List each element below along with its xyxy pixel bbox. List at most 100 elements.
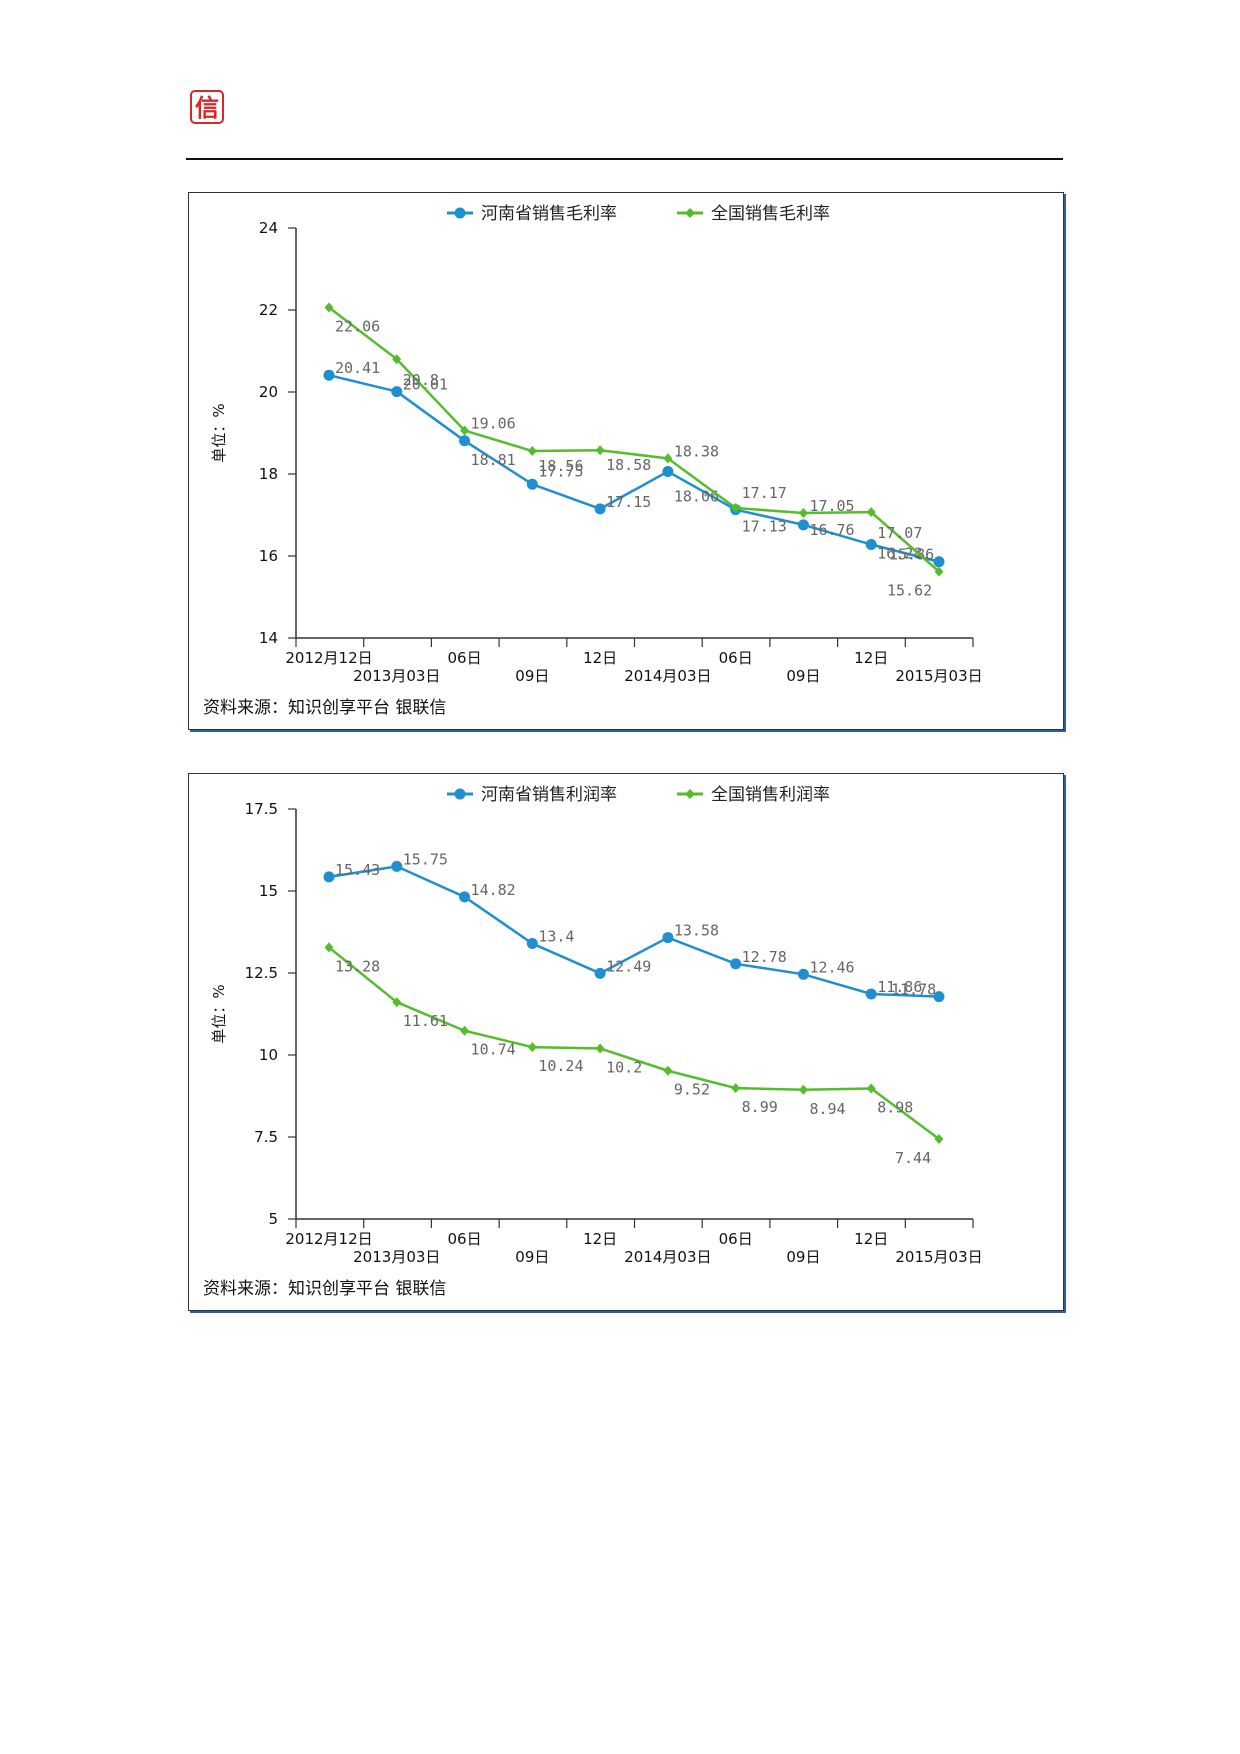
data-point [934, 1133, 944, 1144]
data-label: 16.28 [877, 545, 922, 563]
x-tick-label: 2015月03日 [895, 1248, 982, 1266]
data-label: 17.13 [742, 518, 787, 536]
data-point [797, 519, 809, 531]
data-label: 14.82 [471, 881, 516, 899]
data-point [662, 932, 674, 944]
data-label: 20.01 [403, 376, 448, 394]
data-label: 15.86 [889, 546, 934, 564]
source-note: 资料来源：知识创享平台 银联信 [203, 698, 446, 718]
data-label: 10.2 [606, 1058, 642, 1076]
y-axis-label: 单位：% [210, 984, 228, 1043]
x-tick-label: 12日 [583, 649, 617, 667]
gross-margin-chart-panel: 24 22 20 18 16 14 单位：% 2012月12日 2013月03日 06日 09日 12… [188, 192, 1064, 730]
y-tick-label: 24 [259, 219, 278, 237]
y-tick-label: 15 [259, 882, 278, 900]
data-label: 18.38 [674, 442, 719, 460]
data-point [324, 302, 334, 313]
data-point [933, 991, 945, 1003]
data-point [595, 445, 605, 456]
data-point [392, 354, 402, 365]
data-point [392, 997, 402, 1008]
legend-label: 河南省销售利润率 [481, 785, 617, 805]
legend-label: 全国销售毛利率 [711, 204, 830, 224]
data-point [730, 958, 742, 970]
source-note: 资料来源：知识创享平台 银联信 [203, 1279, 446, 1299]
data-label: 22.06 [335, 318, 380, 336]
data-label: 18.58 [606, 456, 651, 474]
x-tick-label: 09日 [786, 667, 820, 685]
x-tick-label: 09日 [786, 1248, 820, 1266]
series-line [328, 946, 940, 1140]
data-label: 10.24 [538, 1057, 583, 1075]
data-point [527, 1042, 537, 1053]
data-label: 12.49 [606, 957, 651, 975]
data-point [594, 503, 606, 515]
data-label: 8.94 [809, 1100, 845, 1118]
x-tick-label: 12日 [854, 1230, 888, 1248]
data-point [865, 539, 877, 551]
y-tick-label: 10 [259, 1046, 278, 1064]
data-point [459, 891, 471, 903]
data-point [460, 425, 470, 436]
x-tick-label: 2012月12日 [285, 649, 372, 667]
data-point [459, 435, 471, 447]
logo-glyph: 信 [195, 94, 219, 122]
x-tick-label: 06日 [719, 1230, 753, 1248]
data-point [391, 860, 403, 872]
data-label: 17.07 [877, 524, 922, 542]
data-label: 8.99 [742, 1098, 778, 1116]
data-point [798, 1084, 808, 1095]
data-point [595, 1043, 605, 1054]
data-label: 16.76 [809, 521, 854, 539]
data-point [391, 386, 403, 398]
data-label: 18.56 [538, 457, 583, 475]
x-tick-label: 12日 [854, 649, 888, 667]
y-tick-label: 14 [259, 629, 278, 647]
profit-margin-chart-panel: 17.5 15 12.5 10 7.5 5 单位：% 2012月12日 2013月03日 06日 0… [188, 773, 1064, 1311]
data-label: 7.44 [895, 1149, 931, 1167]
legend-marker [685, 789, 695, 799]
y-tick-label: 22 [259, 301, 278, 319]
series-line [328, 865, 940, 998]
y-tick-label: 7.5 [254, 1128, 278, 1146]
x-tick-label: 12日 [583, 1230, 617, 1248]
data-label: 17.05 [809, 497, 854, 515]
data-point [865, 988, 877, 1000]
data-point [933, 556, 945, 568]
y-tick-label: 20 [259, 383, 278, 401]
data-label: 18.06 [674, 488, 719, 506]
data-label: 13.4 [538, 927, 574, 945]
data-label: 11.78 [891, 981, 936, 999]
data-point [662, 466, 674, 478]
data-point [731, 1083, 741, 1094]
x-tick-label: 06日 [448, 649, 482, 667]
series-line [328, 373, 940, 563]
x-tick-label: 09日 [515, 1248, 549, 1266]
data-label: 15.43 [335, 861, 380, 879]
data-point [866, 1083, 876, 1094]
data-point [663, 1065, 673, 1076]
x-tick-label: 2014月03日 [624, 1248, 711, 1266]
y-tick-label: 12.5 [245, 964, 278, 982]
data-point [323, 369, 335, 381]
header-rule [186, 158, 1063, 160]
data-label: 15.75 [403, 850, 448, 868]
data-label: 17.75 [538, 462, 583, 480]
data-point [797, 968, 809, 980]
data-label: 10.74 [471, 1041, 516, 1059]
y-tick-label: 18 [259, 465, 278, 483]
y-tick-label: 5 [268, 1210, 278, 1228]
company-logo: 信 [190, 90, 224, 124]
data-point [866, 507, 876, 518]
data-label: 20.8 [403, 371, 439, 389]
legend-label: 全国销售利润率 [711, 785, 830, 805]
x-tick-label: 09日 [515, 667, 549, 685]
data-label: 18.81 [471, 451, 516, 469]
data-point [323, 871, 335, 883]
data-label: 19.06 [471, 415, 516, 433]
legend-label: 河南省销售毛利率 [481, 204, 617, 224]
data-label: 13.28 [335, 957, 380, 975]
x-tick-label: 2014月03日 [624, 667, 711, 685]
